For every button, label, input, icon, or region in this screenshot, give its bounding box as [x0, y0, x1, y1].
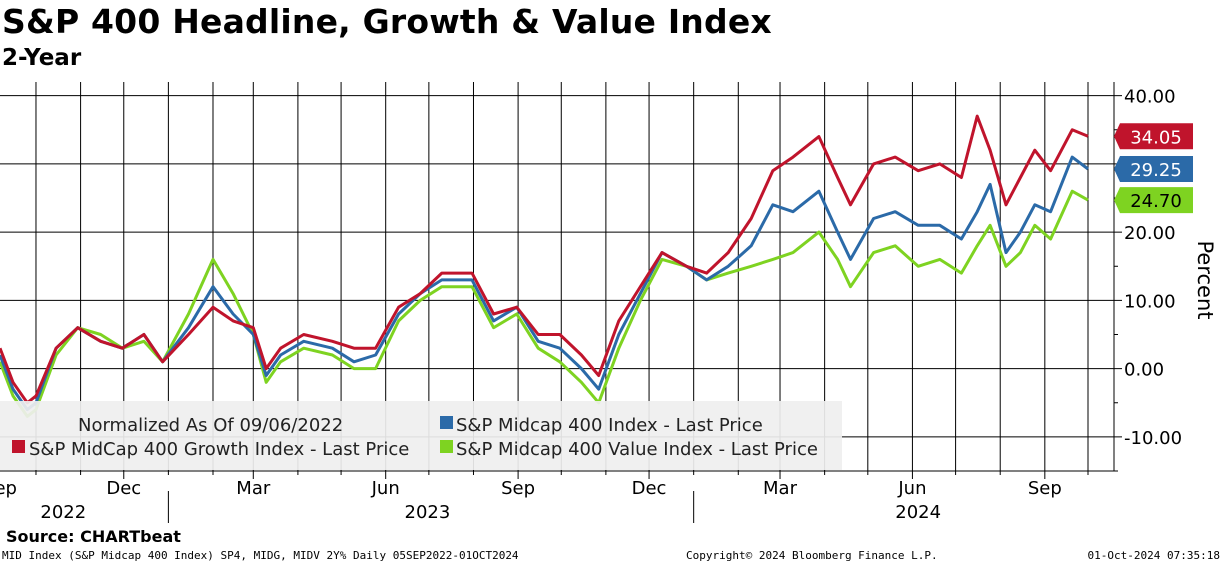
series-line-headline	[0, 155, 1089, 412]
legend-label-value: S&P Midcap 400 Value Index - Last Price	[456, 439, 818, 460]
last-price-tag-value: 24.70	[1114, 187, 1193, 214]
legend: Normalized As Of 09/06/2022 S&P Midcap 4…	[0, 401, 842, 470]
y-tick-label: 0.00	[1124, 360, 1164, 381]
x-tick-label: Jun	[371, 478, 400, 499]
legend-swatch-value	[440, 440, 453, 453]
last-price-bg-headline	[1114, 156, 1193, 183]
x-year-label: 2023	[405, 502, 451, 523]
legend-normalized-note: Normalized As Of 09/06/2022	[78, 415, 343, 436]
line-chart: Normalized As Of 09/06/2022 S&P Midcap 4…	[0, 82, 1217, 523]
footer-timestamp: 01-Oct-2024 07:35:18	[1087, 549, 1220, 562]
legend-label-headline: S&P Midcap 400 Index - Last Price	[456, 415, 763, 436]
legend-background	[0, 401, 842, 470]
last-price-bg-growth	[1114, 123, 1193, 150]
series-lines	[0, 114, 1089, 418]
last-price-labels: 29.25 34.05 24.70	[1114, 123, 1193, 214]
legend-swatch-growth	[12, 440, 25, 453]
footer-index-info: MID Index (S&P Midcap 400 Index) SP4, MI…	[2, 549, 519, 562]
chart-title: S&P 400 Headline, Growth & Value Index	[2, 2, 772, 41]
x-tick-label: Sep	[501, 478, 535, 499]
x-year-label: 2022	[40, 502, 86, 523]
chart-subtitle: 2-Year	[2, 45, 82, 71]
last-price-value-value: 24.70	[1130, 191, 1182, 212]
source-note: Source: CHARTbeat	[6, 527, 181, 546]
y-tick-label: 20.00	[1124, 223, 1176, 244]
legend-swatch-headline	[440, 416, 453, 429]
x-year-label: 2024	[895, 502, 941, 523]
x-tick-label: Dec	[106, 478, 141, 499]
y-tick-label: 10.00	[1124, 291, 1176, 312]
last-price-value-growth: 34.05	[1130, 127, 1182, 148]
x-tick-label: Mar	[236, 478, 271, 499]
last-price-value-headline: 29.25	[1130, 160, 1182, 181]
x-tick-label: Sep	[1028, 478, 1062, 499]
last-price-tag-growth: 34.05	[1114, 123, 1193, 150]
last-price-tag-headline: 29.25	[1114, 156, 1193, 183]
axes: -10.000.0010.0020.0030.0040.00SepDecMarJ…	[0, 82, 1182, 523]
y-axis-label: Percent	[1193, 240, 1217, 319]
footer-copyright: Copyright© 2024 Bloomberg Finance L.P.	[686, 549, 938, 562]
y-tick-label: -10.00	[1124, 428, 1182, 449]
x-tick-label: Mar	[763, 478, 798, 499]
series-line-growth	[0, 114, 1089, 405]
last-price-bg-value	[1114, 187, 1193, 214]
x-tick-label: Jun	[897, 478, 926, 499]
legend-label-growth: S&P MidCap 400 Growth Index - Last Price	[29, 439, 409, 460]
x-tick-label: Sep	[0, 478, 17, 499]
x-tick-label: Dec	[632, 478, 667, 499]
y-tick-label: 40.00	[1124, 87, 1176, 108]
